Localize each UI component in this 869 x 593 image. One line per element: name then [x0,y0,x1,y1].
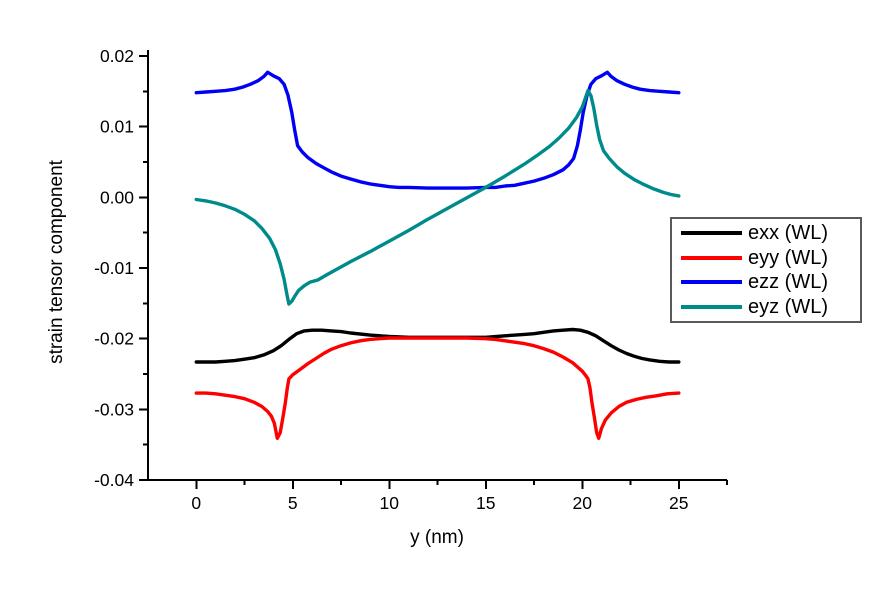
legend-item-eyy: eyy (WL) [672,248,860,268]
y-tick-label: 0.00 [100,187,134,207]
y-tick-label: -0.03 [94,399,134,419]
series-line-ezz [194,70,681,190]
y-tick-label: -0.02 [94,329,134,349]
legend-item-exx: exx (WL) [672,223,860,243]
y-axis-title: strain tensor component [46,160,67,364]
legend-line-sample-exx [681,231,742,236]
x-tick-label: 10 [380,493,400,513]
series-line-exx [194,327,681,364]
series-curves [194,70,681,440]
legend-line-sample-ezz [681,280,742,285]
y-tick-label: 0.02 [100,46,134,66]
legend-line-sample-eyy [681,255,742,260]
axes [139,50,728,489]
y-tick-label: -0.01 [94,258,134,278]
legend: exx (WL) eyy (WL) ezz (WL) eyz (WL) [670,217,862,323]
x-tick-label: 5 [288,493,298,513]
series-line-eyz [194,88,681,306]
legend-label: ezz (WL) [748,271,828,294]
legend-label: exx (WL) [748,222,828,245]
tick-labels: 0 5 10 15 20 25 0.02 0.01 0.00 -0.01 -0.02 -0.03 -0.… [94,46,688,513]
legend-line-sample-eyz [681,304,742,309]
series-line-eyy [194,336,681,440]
x-tick-label: 20 [573,493,593,513]
x-axis-title: y (nm) [410,527,464,548]
legend-label: eyy (WL) [748,246,828,269]
y-tick-label: 0.01 [100,117,134,137]
x-tick-label: 25 [669,493,688,513]
legend-item-ezz: ezz (WL) [672,272,860,292]
legend-label: eyz (WL) [748,295,828,318]
y-tick-label: -0.04 [94,470,134,490]
legend-item-eyz: eyz (WL) [672,297,860,317]
x-tick-label: 0 [191,493,201,513]
x-tick-label: 15 [476,493,495,513]
